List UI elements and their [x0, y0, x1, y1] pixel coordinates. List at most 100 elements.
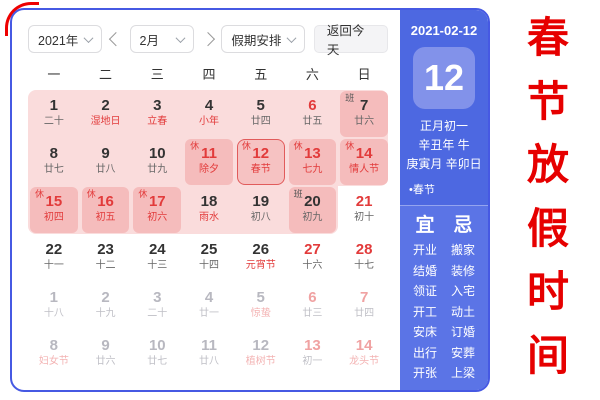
day-number: 5	[256, 289, 265, 306]
day-cell[interactable]: 休 16 初五	[80, 186, 132, 234]
day-lunar-label: 除夕	[198, 164, 219, 175]
day-cell[interactable]: 22 十一	[28, 234, 80, 282]
day-cell[interactable]: 班 7 廿六	[338, 90, 390, 138]
weekday-header: 一二三四五六日	[28, 58, 390, 88]
day-cell[interactable]: 11 廿八	[183, 330, 235, 378]
day-cell[interactable]: 14 龙头节	[338, 330, 390, 378]
day-cell[interactable]: 6 廿五	[287, 90, 339, 138]
vertical-title: 春节放假时间	[498, 0, 598, 400]
day-grid-wrap: 1 二十 2 湿地日 3 立春 4 小年 5 廿四 6 廿五班 7 廿六 8 廿七 9 廿八 10 廿九休 11 除夕休 1…	[28, 90, 390, 378]
vertical-title-char: 间	[526, 333, 569, 380]
holiday-plan-select[interactable]: 假期安排	[221, 25, 305, 53]
yi-item: 结婚	[412, 263, 437, 278]
day-lunar-label: 七九	[302, 164, 323, 175]
day-lunar-label: 雨水	[198, 212, 219, 223]
ji-item: 订婚	[450, 325, 475, 339]
weekday-label: 三	[150, 66, 164, 82]
day-number: 18	[200, 193, 218, 210]
day-number: 1	[49, 289, 59, 306]
day-number: 5	[256, 97, 265, 114]
day-lunar-label: 十六	[302, 260, 323, 271]
day-cell[interactable]: 5 廿四	[235, 90, 287, 138]
day-cell[interactable]: 8 廿七	[28, 138, 80, 186]
day-cell[interactable]: 2 十九	[80, 282, 132, 330]
yi-list: 开业 结婚 领证 开工 安床 出行 开张	[406, 240, 444, 386]
day-lunar-label: 十七	[354, 260, 375, 271]
day-cell[interactable]: 2 湿地日	[80, 90, 132, 138]
work-day-badge: 班	[293, 189, 303, 199]
day-cell[interactable]: 3 立春	[131, 90, 183, 138]
day-lunar-label: 十三	[147, 260, 168, 271]
day-cell[interactable]: 24 十三	[131, 234, 183, 282]
day-cell[interactable]: 休 17 初六	[131, 186, 183, 234]
day-cell[interactable]: 休 13 七九	[287, 138, 339, 186]
day-cell-highlight	[236, 139, 285, 185]
month-select[interactable]: 2月	[129, 25, 194, 53]
prev-month-icon[interactable]	[108, 32, 123, 46]
day-cell[interactable]: 19 初八	[235, 186, 287, 234]
day-lunar-label: 春节	[250, 164, 271, 175]
weekday-label: 日	[357, 66, 371, 82]
day-lunar-label: 廿五	[302, 116, 323, 127]
day-number: 10	[148, 337, 166, 354]
sidebar-festival: •春节	[409, 184, 435, 196]
day-cell[interactable]: 9 廿八	[80, 138, 132, 186]
day-cell[interactable]: 休 12 春节	[235, 138, 287, 186]
day-cell[interactable]: 5 惊蛰	[235, 282, 287, 330]
day-cell[interactable]: 23 十二	[80, 234, 132, 282]
day-lunar-label: 二十	[147, 308, 168, 319]
work-day-badge: 班	[345, 93, 355, 103]
chevron-down-icon	[286, 32, 297, 43]
day-cell-highlight	[288, 139, 337, 185]
day-cell[interactable]: 10 廿九	[131, 138, 183, 186]
year-select[interactable]: 2021年	[28, 25, 102, 53]
day-cell[interactable]: 25 十四	[183, 234, 235, 282]
day-cell[interactable]: 9 廿六	[80, 330, 132, 378]
day-cell[interactable]: 3 二十	[131, 282, 183, 330]
day-lunar-label: 初八	[250, 212, 271, 223]
yi-item: 开业	[412, 243, 437, 257]
day-cell[interactable]: 27 十六	[287, 234, 339, 282]
day-lunar-label: 廿四	[354, 308, 375, 319]
day-cell[interactable]: 休 15 初四	[28, 186, 80, 234]
calendar-toolbar: 2021年 2月 假期安排 返回今天	[28, 24, 390, 57]
back-to-today-button[interactable]: 返回今天	[313, 24, 389, 57]
day-cell[interactable]: 班 20 初九	[287, 186, 339, 234]
yi-item: 开张	[412, 366, 437, 380]
day-cell[interactable]: 休 14 情人节	[338, 138, 390, 186]
day-cell[interactable]: 休 11 除夕	[183, 138, 235, 186]
day-number: 6	[308, 289, 317, 306]
day-lunar-label: 初一	[302, 356, 323, 367]
day-cell[interactable]: 4 小年	[183, 90, 235, 138]
day-cell[interactable]: 10 廿七	[131, 330, 183, 378]
sidebar-day-ganzhi: 庚寅月 辛卯日	[406, 157, 482, 171]
day-lunar-label: 元宵节	[245, 260, 276, 271]
day-cell[interactable]: 18 雨水	[183, 186, 235, 234]
day-cell[interactable]: 13 初一	[287, 330, 339, 378]
day-cell[interactable]: 28 十七	[338, 234, 390, 282]
day-grid: 1 二十 2 湿地日 3 立春 4 小年 5 廿四 6 廿五班 7 廿六 8 廿七 9 廿八 10 廿九休 11 除夕休 1…	[28, 90, 390, 378]
decorative-red-corner	[5, 2, 39, 36]
day-number: 1	[49, 97, 59, 114]
day-cell[interactable]: 1 二十	[28, 90, 80, 138]
day-cell[interactable]: 4 廿一	[183, 282, 235, 330]
ji-list: 搬家 装修 入宅 动土 订婚 安葬 上梁	[444, 240, 482, 386]
day-cell[interactable]: 1 十八	[28, 282, 80, 330]
day-cell[interactable]: 12 植树节	[235, 330, 287, 378]
day-cell[interactable]: 26 元宵节	[235, 234, 287, 282]
day-cell[interactable]: 6 廿三	[287, 282, 339, 330]
day-number: 13	[304, 145, 321, 162]
day-lunar-label: 湿地日	[90, 116, 121, 127]
day-lunar-label: 廿八	[198, 356, 219, 367]
day-cell[interactable]: 8 妇女节	[28, 330, 80, 378]
next-month-icon[interactable]	[200, 32, 215, 46]
rest-day-badge: 休	[190, 141, 200, 151]
day-lunar-label: 廿七	[43, 164, 64, 175]
day-lunar-label: 妇女节	[38, 356, 69, 367]
day-number: 28	[355, 241, 373, 258]
holiday-plan-value: 假期安排	[231, 33, 282, 48]
day-cell[interactable]: 7 廿四	[338, 282, 390, 330]
day-cell[interactable]: 21 初十	[338, 186, 390, 234]
day-number: 2	[101, 289, 110, 306]
day-number: 7	[359, 289, 369, 306]
